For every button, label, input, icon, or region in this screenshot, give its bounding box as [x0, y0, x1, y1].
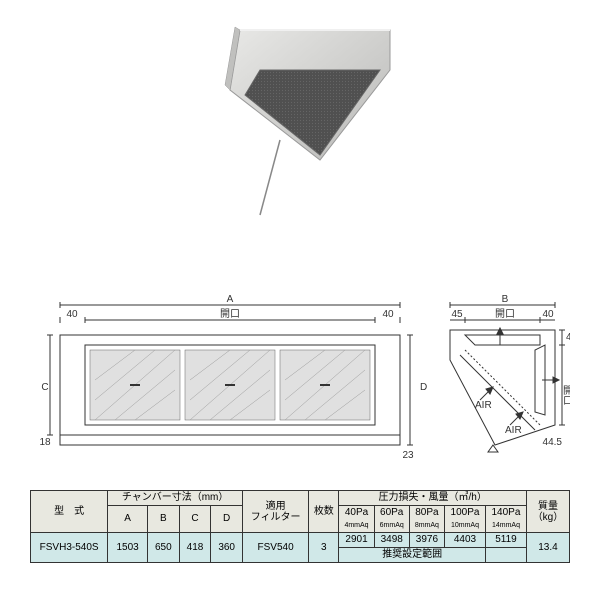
th-D: D — [211, 506, 243, 533]
cell-f1: 3498 — [374, 533, 409, 548]
cell-D: 360 — [211, 533, 243, 563]
spec-table: 型 式 チャンバー寸法（mm） 適用フィルター 枚数 圧力損失・風量（㎥/h） … — [30, 490, 570, 563]
svg-text:B: B — [502, 294, 509, 305]
th-p4: 140Pa14mmAq — [485, 506, 526, 533]
cell-recrange: 推奨設定範囲 — [339, 548, 486, 563]
th-p0: 40Pa4mmAq — [339, 506, 374, 533]
th-filter: 適用フィルター — [243, 491, 309, 533]
product-photo — [170, 20, 430, 220]
svg-text:40: 40 — [566, 332, 570, 343]
svg-text:40: 40 — [542, 309, 554, 320]
cell-C: 418 — [179, 533, 211, 563]
svg-text:18: 18 — [39, 437, 51, 448]
cell-B: 650 — [148, 533, 180, 563]
th-model: 型 式 — [31, 491, 108, 533]
cell-sheets: 3 — [309, 533, 339, 563]
th-p1: 60Pa6mmAq — [374, 506, 409, 533]
cell-filter: FSV540 — [243, 533, 309, 563]
svg-text:A: A — [227, 294, 234, 305]
svg-text:40: 40 — [66, 309, 78, 320]
th-A: A — [108, 506, 148, 533]
technical-diagram: A 開口 40 40 — [30, 290, 570, 470]
th-sheets: 枚数 — [309, 491, 339, 533]
th-p2: 80Pa8mmAq — [409, 506, 444, 533]
th-B: B — [148, 506, 180, 533]
th-p3: 100Pa10mmAq — [444, 506, 485, 533]
svg-text:開口: 開口 — [220, 308, 240, 320]
th-pressure: 圧力損失・風量（㎥/h） — [339, 491, 527, 506]
cell-model: FSVH3-540S — [31, 533, 108, 563]
svg-text:23: 23 — [402, 450, 414, 461]
cell-f2: 3976 — [409, 533, 444, 548]
cell-A: 1503 — [108, 533, 148, 563]
svg-text:AIR: AIR — [475, 400, 492, 411]
th-C: C — [179, 506, 211, 533]
th-chamber: チャンバー寸法（mm） — [108, 491, 243, 506]
cell-f3: 4403 — [444, 533, 485, 548]
svg-text:D: D — [420, 382, 427, 393]
svg-text:開口: 開口 — [495, 308, 515, 320]
svg-text:40: 40 — [382, 309, 394, 320]
svg-text:45: 45 — [451, 309, 463, 320]
cell-mass: 13.4 — [526, 533, 569, 563]
svg-text:44.5: 44.5 — [543, 437, 563, 448]
cell-f0: 2901 — [339, 533, 374, 548]
cell-f4: 5119 — [485, 533, 526, 548]
svg-text:AIR: AIR — [505, 425, 522, 436]
th-mass: 質量（kg） — [526, 491, 569, 533]
svg-text:C: C — [41, 382, 48, 393]
